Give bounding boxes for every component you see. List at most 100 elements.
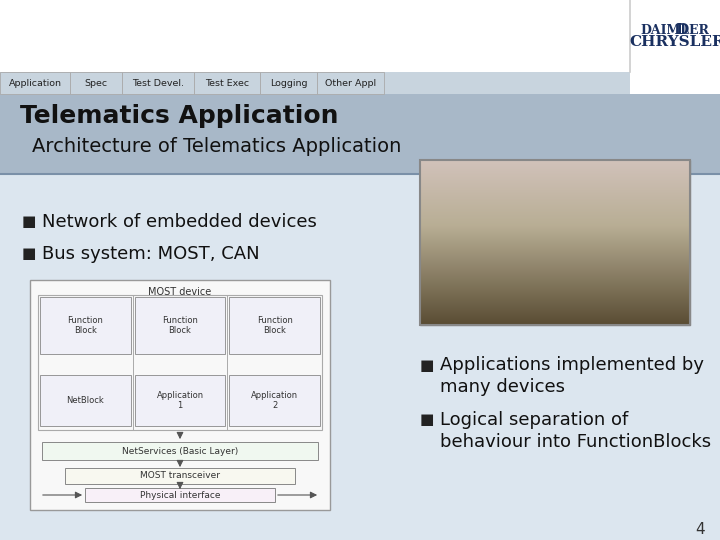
Text: DAIMLER: DAIMLER: [641, 24, 709, 37]
Bar: [420, 318, 690, 319]
Bar: [420, 189, 690, 190]
Bar: [420, 314, 690, 315]
Bar: [420, 286, 690, 287]
Bar: [420, 209, 690, 210]
Bar: [420, 168, 690, 169]
Bar: [420, 299, 690, 300]
Bar: [420, 259, 690, 260]
Bar: [420, 273, 690, 274]
Bar: [420, 278, 690, 279]
Text: MOST transceiver: MOST transceiver: [140, 471, 220, 481]
Bar: [420, 308, 690, 309]
Bar: [420, 290, 690, 291]
Bar: [0, 22, 720, 72]
Bar: [420, 219, 690, 220]
Bar: [420, 165, 690, 166]
Bar: [420, 175, 690, 176]
Bar: [420, 265, 690, 266]
Bar: [420, 234, 690, 235]
Bar: [0, 72, 70, 94]
Bar: [420, 202, 690, 203]
Bar: [420, 305, 690, 306]
Bar: [420, 212, 690, 213]
Bar: [420, 207, 690, 208]
Bar: [420, 239, 690, 240]
Bar: [420, 301, 690, 302]
Bar: [420, 192, 690, 193]
Bar: [420, 315, 690, 316]
Text: behaviour into FunctionBlocks: behaviour into FunctionBlocks: [440, 433, 711, 451]
Bar: [420, 258, 690, 259]
Text: ■: ■: [420, 413, 434, 428]
Bar: [420, 174, 690, 175]
Bar: [420, 170, 690, 171]
Bar: [420, 213, 690, 214]
Text: Network of embedded devices: Network of embedded devices: [42, 213, 317, 231]
Bar: [420, 185, 690, 186]
Bar: [420, 171, 690, 172]
Bar: [420, 167, 690, 168]
Bar: [420, 163, 690, 164]
Bar: [420, 190, 690, 191]
Bar: [420, 262, 690, 263]
Bar: [85, 488, 275, 502]
Bar: [420, 281, 690, 282]
Bar: [420, 222, 690, 223]
Bar: [420, 237, 690, 238]
Bar: [420, 246, 690, 247]
Bar: [420, 205, 690, 206]
Bar: [420, 280, 690, 281]
Bar: [420, 293, 690, 294]
Bar: [420, 276, 690, 277]
Bar: [420, 194, 690, 195]
Bar: [420, 180, 690, 181]
Bar: [40, 297, 130, 354]
Bar: [420, 210, 690, 211]
Text: Test Exec: Test Exec: [205, 78, 249, 87]
Bar: [420, 160, 690, 161]
Bar: [420, 272, 690, 273]
Bar: [420, 223, 690, 224]
Bar: [260, 72, 317, 94]
Bar: [420, 287, 690, 288]
Bar: [420, 226, 690, 227]
Text: Spec: Spec: [84, 78, 107, 87]
Text: Function
Block: Function Block: [257, 316, 292, 335]
Bar: [420, 177, 690, 178]
Bar: [420, 160, 690, 325]
Bar: [38, 295, 322, 430]
Bar: [420, 216, 690, 217]
Bar: [122, 72, 194, 94]
Bar: [420, 188, 690, 189]
Bar: [420, 323, 690, 324]
Text: Architecture of Telematics Application: Architecture of Telematics Application: [32, 137, 401, 156]
Bar: [420, 270, 690, 271]
Bar: [420, 206, 690, 207]
Bar: [420, 309, 690, 310]
Bar: [317, 72, 384, 94]
Bar: [0, 94, 720, 174]
Bar: [420, 252, 690, 253]
Bar: [194, 72, 260, 94]
Bar: [420, 183, 690, 184]
Bar: [420, 248, 690, 249]
Bar: [420, 260, 690, 261]
Bar: [420, 298, 690, 299]
Bar: [420, 214, 690, 215]
Bar: [420, 225, 690, 226]
Bar: [420, 201, 690, 202]
Bar: [42, 442, 318, 460]
Text: many devices: many devices: [440, 378, 565, 396]
Bar: [135, 297, 225, 354]
Bar: [420, 269, 690, 270]
Bar: [420, 312, 690, 313]
Text: MOST device: MOST device: [148, 287, 212, 297]
Bar: [420, 292, 690, 293]
Bar: [420, 204, 690, 205]
Bar: [420, 306, 690, 307]
Bar: [420, 176, 690, 177]
Bar: [420, 220, 690, 221]
Bar: [420, 297, 690, 298]
Bar: [420, 230, 690, 231]
Bar: [420, 241, 690, 242]
